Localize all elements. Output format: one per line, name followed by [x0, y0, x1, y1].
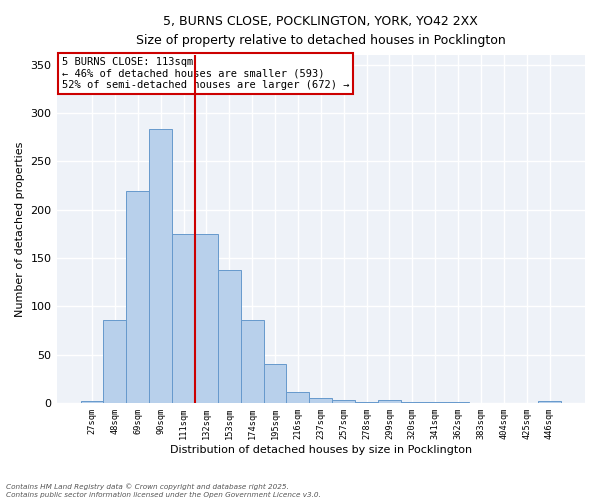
- Bar: [263, 364, 286, 403]
- Bar: [446, 402, 469, 403]
- Bar: [195, 234, 218, 403]
- Text: 5 BURNS CLOSE: 113sqm
← 46% of detached houses are smaller (593)
52% of semi-det: 5 BURNS CLOSE: 113sqm ← 46% of detached …: [62, 57, 349, 90]
- Text: Contains HM Land Registry data © Crown copyright and database right 2025.
Contai: Contains HM Land Registry data © Crown c…: [6, 484, 321, 498]
- Bar: [401, 402, 424, 403]
- Bar: [127, 192, 149, 403]
- Bar: [218, 270, 241, 403]
- Bar: [424, 402, 446, 403]
- Bar: [286, 392, 310, 403]
- Bar: [80, 401, 103, 403]
- Bar: [172, 234, 195, 403]
- Y-axis label: Number of detached properties: Number of detached properties: [15, 142, 25, 317]
- Bar: [149, 128, 172, 403]
- X-axis label: Distribution of detached houses by size in Pocklington: Distribution of detached houses by size …: [170, 445, 472, 455]
- Bar: [355, 402, 378, 403]
- Bar: [310, 398, 332, 403]
- Bar: [378, 400, 401, 403]
- Bar: [241, 320, 263, 403]
- Bar: [538, 401, 561, 403]
- Bar: [332, 400, 355, 403]
- Bar: [103, 320, 127, 403]
- Title: 5, BURNS CLOSE, POCKLINGTON, YORK, YO42 2XX
Size of property relative to detache: 5, BURNS CLOSE, POCKLINGTON, YORK, YO42 …: [136, 15, 506, 47]
